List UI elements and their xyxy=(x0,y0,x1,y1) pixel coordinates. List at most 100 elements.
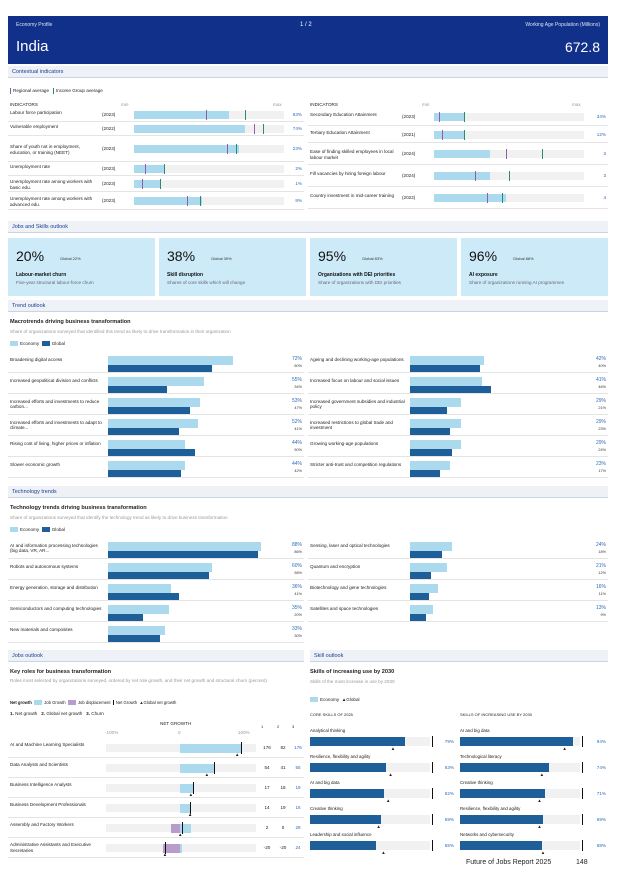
regional-average-marker xyxy=(186,196,188,206)
key1-label: Net growth xyxy=(15,711,38,716)
indicator-fill xyxy=(134,145,239,153)
job-col1: 17 xyxy=(264,785,270,790)
jobs-outlook-header: Jobs outlook xyxy=(8,650,304,662)
card-subtitle: Five-year structural labour-force churn xyxy=(16,280,94,285)
trend-label: Ageing and declining working-age populat… xyxy=(310,356,404,362)
regional-average-marker xyxy=(486,193,488,203)
global-marker-icon: ▲ xyxy=(376,824,381,829)
jobs-title: Key roles for business transformation xyxy=(10,669,112,675)
indicator-label: Share of youth not in employment, educat… xyxy=(10,144,80,155)
indicator-value: 3 xyxy=(603,151,606,156)
skill-row: Leadership and social influence ▲ 55% xyxy=(310,832,456,858)
global-marker-icon: ▲ xyxy=(537,824,542,829)
global-bar xyxy=(410,385,491,393)
indicator-label: Vulnerable employment xyxy=(10,124,59,129)
income-group-marker xyxy=(464,112,466,122)
macrotrends-subtitle: Share of organizations surveyed that ide… xyxy=(10,329,231,334)
indicator-fill xyxy=(134,165,164,173)
job-row: Assembly and Factory Workers ▲ 2 0 28 xyxy=(8,818,304,838)
global-value: 50% xyxy=(294,447,302,452)
global-bar xyxy=(410,592,430,600)
legend-regional: Regional average xyxy=(13,88,50,94)
card-title: AI exposure xyxy=(469,272,498,278)
indicator-row: Unemployment rate among workers with bas… xyxy=(8,176,304,192)
indicator-track xyxy=(434,171,584,181)
country-name: India xyxy=(16,38,49,55)
key1-num: 1. xyxy=(10,711,14,716)
economy-value: 55% xyxy=(291,376,302,383)
legend-economy: Economy xyxy=(320,697,340,702)
trend-label: Energy generation, storage and distribut… xyxy=(10,584,98,590)
indicator-track xyxy=(134,124,284,134)
income-group-marker xyxy=(164,164,166,174)
indicator-row: Tertiary Education Attainment (2021) 12% xyxy=(308,126,608,143)
legend-job-displacement: Job displacement xyxy=(77,700,111,705)
economy-value: 23% xyxy=(595,460,606,467)
job-displacement-swatch-icon xyxy=(67,700,76,706)
global-bar xyxy=(108,364,213,372)
skill-outlook-header: Skill outlook xyxy=(310,650,608,662)
trend-row: Broadening digital access 72% 60% xyxy=(8,352,304,373)
economy-value: 21% xyxy=(595,562,606,569)
job-col1: 2 xyxy=(265,825,269,830)
global-value: 47% xyxy=(294,405,302,410)
indicator-row: Unemployment rate (2023) 2% xyxy=(8,162,304,176)
economy-value: 60% xyxy=(291,562,302,569)
legend-global: Global xyxy=(51,341,65,346)
job-col3: 16 xyxy=(295,805,301,810)
job-growth-bar xyxy=(180,824,191,833)
skill-row: Creative thinking ▲ 71% xyxy=(460,780,608,806)
indicator-label: Tertiary Education Attainment xyxy=(310,129,370,135)
global-net-growth-marker-icon: ▲ xyxy=(139,700,144,705)
indicator-row: Secondary Education Attainment (2023) 34% xyxy=(308,108,608,126)
job-col1: 14 xyxy=(264,805,270,810)
indicator-value: 34% xyxy=(596,114,606,119)
skill-end-marker xyxy=(432,788,433,799)
job-growth-bar xyxy=(180,804,190,813)
indicator-value: 3 xyxy=(603,173,606,178)
tech-subtitle: Share of organizations surveyed that ide… xyxy=(10,515,228,520)
economy-value: 52% xyxy=(291,418,302,425)
indicator-value: 4 xyxy=(603,195,606,200)
income-group-marker xyxy=(236,144,238,154)
skill-value: 71% xyxy=(596,791,606,796)
global-bar xyxy=(108,571,209,579)
profile-label: Economy Profile xyxy=(16,22,53,28)
job-col2: 18 xyxy=(280,785,286,790)
income-group-marker xyxy=(245,110,247,120)
global-value: 12% xyxy=(598,570,606,575)
indicator-year: (2021) xyxy=(402,131,416,137)
economy-value: 41% xyxy=(595,376,606,383)
skill-value: 68% xyxy=(596,843,606,848)
trend-label: Biotechnology and gene technologies xyxy=(310,584,387,590)
global-value: 86% xyxy=(294,549,302,554)
global-value: 60% xyxy=(294,363,302,368)
global-value: 24% xyxy=(598,447,606,452)
skill-row: Resilience, flexibility and agility ▲ 69% xyxy=(460,806,608,832)
skill-value: 69% xyxy=(596,817,606,822)
indicator-fill xyxy=(434,194,506,202)
max-label-left: max xyxy=(273,102,282,107)
trend-row: Ageing and declining working-age populat… xyxy=(308,352,608,373)
job-col2: 82 xyxy=(280,745,286,750)
trend-label: Quantum and encryption xyxy=(310,563,361,569)
indicator-track xyxy=(134,179,284,189)
indicator-fill xyxy=(134,125,245,133)
global-bar xyxy=(108,406,190,414)
indicator-track xyxy=(434,129,584,140)
job-col2: 0 xyxy=(281,825,285,830)
global-bar xyxy=(108,634,161,642)
outlook-card: 95% Global 83% Organizations with DEI prio… xyxy=(310,238,457,296)
trend-row: Robots and autonomous systems 60% 58% xyxy=(8,559,304,580)
global-value: 9% xyxy=(600,612,607,617)
economy-bar xyxy=(108,541,262,551)
skill-bar xyxy=(310,763,386,772)
skill-bar xyxy=(460,841,542,850)
economy-bar xyxy=(108,625,166,635)
trend-row: New materials and composites 33% 30% xyxy=(8,622,304,643)
job-growth-bar xyxy=(180,764,215,773)
indicator-value: 1% xyxy=(295,181,302,186)
legend-net-growth-title: Net growth xyxy=(10,700,32,705)
skill-value: 62% xyxy=(444,791,454,796)
global-bar xyxy=(410,364,480,372)
